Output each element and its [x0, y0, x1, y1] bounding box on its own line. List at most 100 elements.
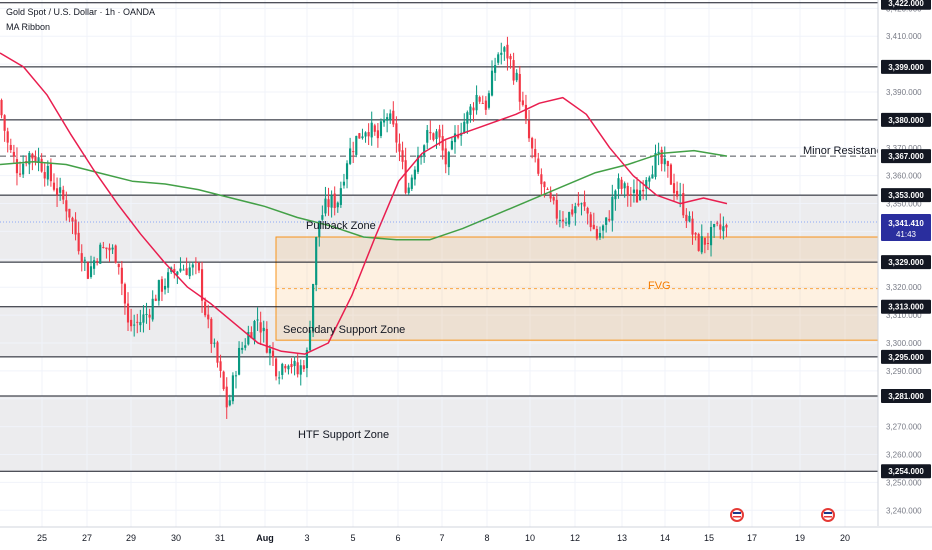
- x-tick-label: 30: [171, 533, 181, 543]
- y-tick-label: 3,310.000: [886, 311, 922, 320]
- candle: [426, 124, 429, 149]
- candle: [342, 173, 346, 189]
- grid-layer: [0, 0, 878, 527]
- level-badge-label: 3,329.000: [888, 258, 924, 267]
- candle: [148, 308, 151, 330]
- pullback-zone-label: Pullback Zone: [306, 220, 376, 232]
- candle: [601, 224, 605, 239]
- candle: [345, 160, 349, 189]
- x-tick-label: 12: [570, 533, 580, 543]
- candle: [515, 69, 518, 83]
- x-tick-label: 29: [126, 533, 136, 543]
- candle: [382, 109, 386, 127]
- candle: [663, 146, 666, 172]
- candle: [154, 294, 157, 302]
- htf-support-zone-label: HTF Support Zone: [298, 429, 389, 441]
- candle: [518, 65, 521, 111]
- ma-layer: [0, 52, 728, 355]
- level-badge-label: 3,380.000: [888, 116, 924, 125]
- candle: [355, 135, 358, 158]
- candle: [250, 326, 253, 339]
- candle: [268, 344, 271, 366]
- x-tick-label: 7: [439, 533, 444, 543]
- y-tick-label: 3,320.000: [886, 283, 922, 292]
- candle: [419, 154, 423, 165]
- candle: [703, 237, 706, 254]
- candle: [185, 257, 188, 276]
- candle: [96, 258, 99, 266]
- level-badge-label: 3,399.000: [888, 63, 924, 72]
- y-tick-label: 3,350.000: [886, 200, 922, 209]
- indicator-label: MA Ribbon: [6, 22, 50, 32]
- candle: [416, 146, 420, 175]
- candle: [83, 256, 86, 272]
- candle: [324, 186, 327, 217]
- candle: [561, 211, 565, 229]
- candle: [197, 261, 201, 274]
- candle: [160, 276, 164, 302]
- y-tick-label: 3,370.000: [886, 144, 922, 153]
- candle: [262, 320, 265, 343]
- candle: [55, 177, 59, 207]
- candle: [531, 136, 534, 159]
- candle: [231, 372, 234, 405]
- candle: [527, 110, 531, 142]
- bar-countdown: 41:43: [896, 230, 917, 239]
- us-flag-icon[interactable]: [821, 508, 835, 522]
- candle: [339, 181, 342, 208]
- candle: [163, 278, 167, 295]
- candle: [188, 263, 191, 280]
- current-price-badge: 3,341.410 41:43: [881, 214, 931, 241]
- candle: [333, 186, 336, 216]
- candle: [330, 190, 333, 218]
- candle: [237, 341, 241, 376]
- candle: [614, 189, 617, 211]
- y-tick-label: 3,270.000: [886, 423, 922, 432]
- candle: [595, 225, 598, 241]
- candle: [404, 147, 407, 195]
- candle: [117, 263, 120, 275]
- candle: [99, 242, 102, 264]
- x-tick-label: 10: [525, 533, 535, 543]
- x-tick-label: 3: [304, 533, 309, 543]
- candle: [321, 205, 324, 221]
- candle: [444, 139, 447, 174]
- current-price-value: 3,341.410: [888, 219, 924, 228]
- candle: [22, 155, 25, 178]
- candle: [685, 208, 688, 229]
- candle: [700, 224, 703, 255]
- time-axis[interactable]: [0, 527, 878, 550]
- candle: [484, 96, 487, 115]
- candle: [398, 133, 401, 162]
- price-axis[interactable]: [878, 0, 932, 550]
- y-tick-label: 3,360.000: [886, 172, 922, 181]
- candle: [555, 193, 558, 225]
- candle: [364, 131, 367, 143]
- candle: [256, 307, 259, 332]
- level-badge-label: 3,422.000: [888, 0, 924, 8]
- candle: [605, 217, 608, 233]
- x-tick-label: 27: [82, 533, 92, 543]
- candle: [722, 216, 725, 240]
- candle: [691, 211, 694, 245]
- candle: [395, 116, 398, 153]
- minor-resistance-label: Minor Resistance: [803, 145, 888, 157]
- candle: [697, 232, 700, 252]
- candle: [80, 244, 83, 272]
- candle: [586, 206, 589, 225]
- us-flag-icon[interactable]: [730, 508, 744, 522]
- candle: [349, 137, 352, 166]
- y-tick-label: 3,410.000: [886, 32, 922, 41]
- candle: [469, 103, 472, 123]
- candle: [278, 371, 281, 385]
- candle: [386, 113, 389, 133]
- x-tick-label: Aug: [256, 533, 274, 543]
- candle: [574, 202, 577, 226]
- candle: [413, 166, 416, 186]
- candle: [352, 141, 355, 164]
- level-badge-label: 3,254.000: [888, 467, 924, 476]
- x-tick-label: 31: [215, 533, 225, 543]
- candle: [629, 186, 632, 207]
- candle: [37, 147, 40, 172]
